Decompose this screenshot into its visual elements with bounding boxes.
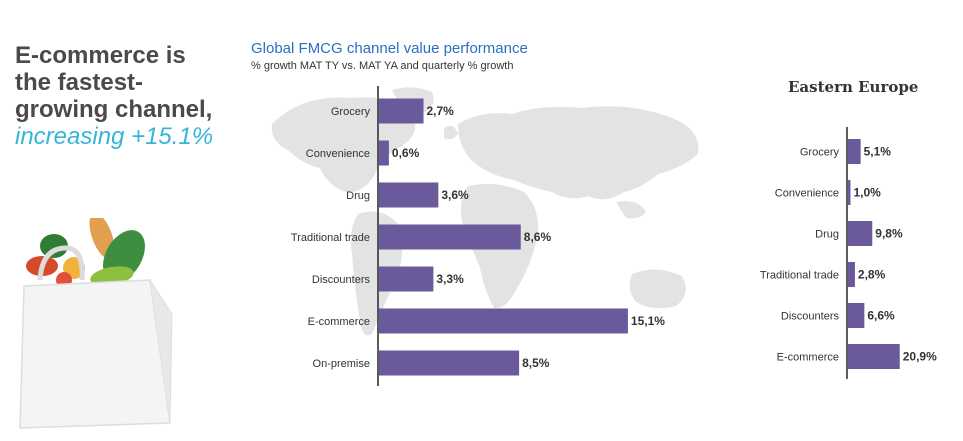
value-label: 20,9% [903, 350, 937, 364]
value-label: 0,6% [392, 146, 420, 160]
value-label: 8,5% [522, 356, 550, 370]
headline-line-2: the fastest- [15, 69, 144, 96]
category-label: On-premise [313, 358, 370, 370]
category-label: Drug [346, 190, 370, 202]
headline-line-3: growing channel, [15, 96, 213, 123]
bar-drug [379, 182, 439, 208]
category-label: Discounters [312, 274, 371, 286]
eastern-europe-chart-title: Eastern Europe [788, 78, 919, 96]
category-label: Traditional trade [291, 232, 370, 244]
headline: E-commerce is the fastest- growing chann… [15, 42, 255, 150]
value-label: 1,0% [853, 186, 881, 200]
category-label: Grocery [800, 147, 840, 159]
bar-grocery [848, 139, 861, 164]
grocery-bag-icon [19, 218, 173, 429]
category-label: Convenience [306, 148, 370, 160]
value-label: 3,3% [436, 272, 464, 286]
bar-convenience [379, 140, 389, 166]
global-chart-title: Global FMCG channel value performance [251, 40, 528, 57]
bar-convenience [848, 180, 851, 205]
bar-traditional-trade [379, 224, 521, 250]
value-label: 6,6% [867, 309, 895, 323]
category-label: Convenience [775, 188, 839, 200]
bar-on-premise [379, 350, 520, 376]
value-label: 5,1% [864, 145, 892, 159]
bar-grocery [379, 98, 424, 124]
bar-discounters [848, 303, 865, 328]
value-label: 9,8% [875, 227, 903, 241]
bar-discounters [379, 266, 434, 292]
value-label: 2,7% [427, 104, 455, 118]
category-label: E-commerce [308, 316, 370, 328]
bar-e-commerce [379, 308, 628, 334]
value-label: 2,8% [858, 268, 886, 282]
category-label: Drug [815, 229, 839, 241]
bar-drug [848, 221, 873, 246]
bar-e-commerce [848, 344, 900, 369]
category-label: Discounters [781, 311, 840, 323]
category-label: E-commerce [777, 352, 839, 364]
global-chart-subtitle: % growth MAT TY vs. MAT YA and quarterly… [251, 60, 514, 72]
value-label: 8,6% [524, 230, 552, 244]
headline-accent: increasing +15.1% [15, 123, 214, 150]
value-label: 15,1% [631, 314, 665, 328]
value-label: 3,6% [441, 188, 469, 202]
bar-traditional-trade [848, 262, 855, 287]
headline-line-1: E-commerce is [15, 42, 186, 69]
category-label: Traditional trade [760, 270, 839, 282]
category-label: Grocery [331, 106, 371, 118]
